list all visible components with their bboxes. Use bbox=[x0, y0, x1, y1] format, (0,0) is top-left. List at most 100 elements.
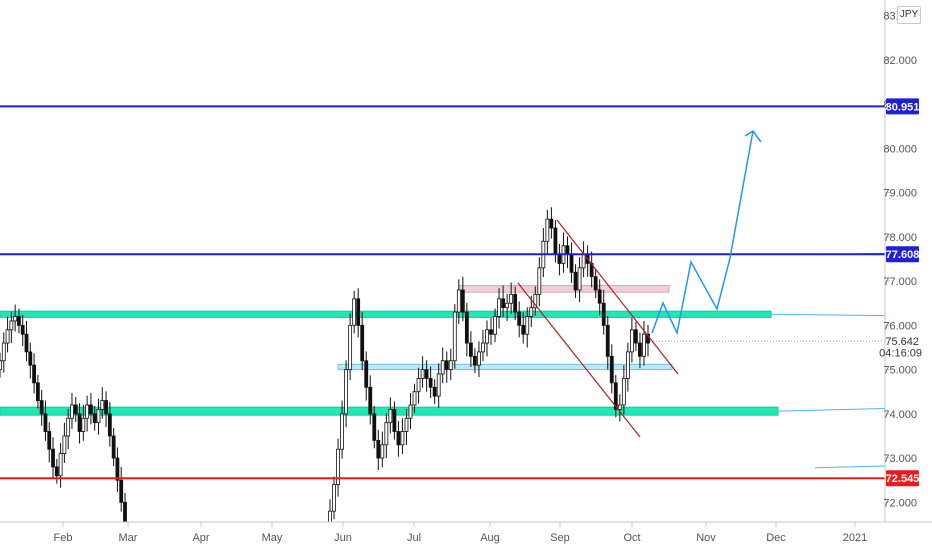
time-axis-labels: Feb Mar Apr May Jun Jul Aug Sep Oct Nov Dec 2021 bbox=[54, 522, 867, 544]
candle-up bbox=[493, 316, 497, 335]
level-price-tag-text: 77.608 bbox=[886, 249, 920, 261]
candle-up bbox=[533, 293, 538, 309]
price-tick-label: 73.000 bbox=[883, 453, 917, 465]
candle-down bbox=[51, 448, 55, 468]
candle-down bbox=[43, 413, 48, 432]
candle-up bbox=[352, 298, 357, 326]
candle-down bbox=[32, 364, 36, 384]
time-tick-label: Oct bbox=[623, 532, 640, 544]
candle-up bbox=[537, 267, 542, 295]
candle-up bbox=[581, 254, 586, 269]
candle-down bbox=[432, 386, 437, 397]
candle-down bbox=[521, 324, 526, 335]
level-price-tag-text: 72.545 bbox=[886, 473, 920, 485]
currency-badge[interactable]: JPY bbox=[897, 6, 921, 24]
countdown-label: 04:16:09 bbox=[879, 348, 922, 360]
candle-up bbox=[497, 298, 501, 317]
candle-up bbox=[625, 351, 630, 379]
candle-down bbox=[20, 324, 25, 335]
zone-green bbox=[0, 310, 772, 318]
candle-down bbox=[360, 324, 365, 362]
candle-up bbox=[545, 218, 550, 242]
time-tick-label: Sep bbox=[550, 532, 570, 544]
candle-up bbox=[642, 333, 646, 357]
price-tick-label: 79.000 bbox=[883, 188, 917, 200]
candle-down bbox=[396, 431, 401, 446]
candle-down bbox=[28, 351, 33, 366]
candle-up bbox=[529, 307, 534, 317]
candle-down bbox=[634, 329, 638, 344]
candle-up bbox=[332, 484, 336, 512]
price-tick-label: 80.000 bbox=[883, 143, 917, 155]
candle-up bbox=[525, 316, 530, 335]
candle-up bbox=[100, 400, 105, 410]
channel-line bbox=[517, 282, 641, 438]
candle-down bbox=[557, 254, 562, 264]
candle-up bbox=[412, 391, 417, 406]
time-tick-label: Jul bbox=[407, 532, 421, 544]
price-tick-label: 75.000 bbox=[883, 365, 917, 377]
time-tick-label: Jun bbox=[334, 532, 352, 544]
candle-down bbox=[428, 378, 433, 388]
candle-down bbox=[77, 413, 82, 432]
projection-path bbox=[651, 130, 754, 336]
candle-down bbox=[89, 404, 93, 415]
time-axis-panel[interactable] bbox=[0, 522, 932, 550]
candle-up bbox=[509, 293, 514, 304]
candle-down bbox=[92, 413, 97, 424]
candle-up bbox=[404, 417, 409, 432]
candle-up bbox=[9, 320, 14, 331]
candle-up bbox=[408, 404, 413, 419]
candle-down bbox=[517, 311, 522, 326]
zone-pink bbox=[458, 285, 670, 293]
candle-down bbox=[609, 355, 614, 384]
candle-up bbox=[477, 351, 481, 366]
price-axis-panel[interactable] bbox=[885, 0, 932, 550]
time-tick-label: Dec bbox=[766, 532, 786, 544]
price-tick-label: 72.000 bbox=[883, 497, 917, 509]
candle-up bbox=[96, 409, 101, 424]
candle-down bbox=[513, 293, 518, 313]
candle-up bbox=[416, 378, 421, 393]
candle-down bbox=[24, 333, 29, 353]
candle-up bbox=[70, 404, 74, 419]
price-tick-label: 76.000 bbox=[883, 320, 917, 332]
candle-down bbox=[107, 413, 112, 437]
candle-up bbox=[388, 409, 393, 424]
time-tick-label: Aug bbox=[480, 532, 500, 544]
price-tick-label: 78.000 bbox=[883, 232, 917, 244]
candle-down bbox=[119, 479, 124, 503]
candle-down bbox=[368, 386, 373, 415]
candle-down bbox=[376, 439, 381, 459]
time-tick-label: Apr bbox=[192, 532, 209, 544]
zone-light bbox=[337, 363, 673, 371]
candle-down bbox=[489, 329, 493, 335]
candle-up bbox=[617, 404, 622, 410]
candle-down bbox=[364, 360, 369, 388]
candle-down bbox=[593, 276, 598, 291]
candle-up bbox=[81, 417, 86, 432]
drawings-layer bbox=[517, 129, 762, 438]
candle-down bbox=[501, 298, 505, 309]
candle-down bbox=[605, 324, 610, 357]
candle-up bbox=[344, 369, 349, 415]
candle-down bbox=[356, 298, 361, 326]
candle-up bbox=[348, 324, 353, 370]
time-tick-label: Mar bbox=[119, 532, 138, 544]
candle-down bbox=[601, 302, 606, 326]
level-price-tag-text: 80.951 bbox=[886, 101, 920, 113]
candle-down bbox=[35, 382, 40, 401]
candle-down bbox=[473, 355, 477, 366]
time-tick-label: Feb bbox=[54, 532, 73, 544]
candle-up bbox=[621, 378, 626, 406]
candle-up bbox=[629, 329, 634, 353]
level-price-tag bbox=[886, 470, 919, 487]
levels-layer bbox=[0, 105, 885, 480]
price-tick-label: 74.000 bbox=[883, 409, 917, 421]
time-tick-label: 2021 bbox=[843, 532, 867, 544]
candle-up bbox=[336, 448, 340, 486]
candle-down bbox=[444, 360, 449, 370]
candle-up bbox=[400, 431, 405, 446]
